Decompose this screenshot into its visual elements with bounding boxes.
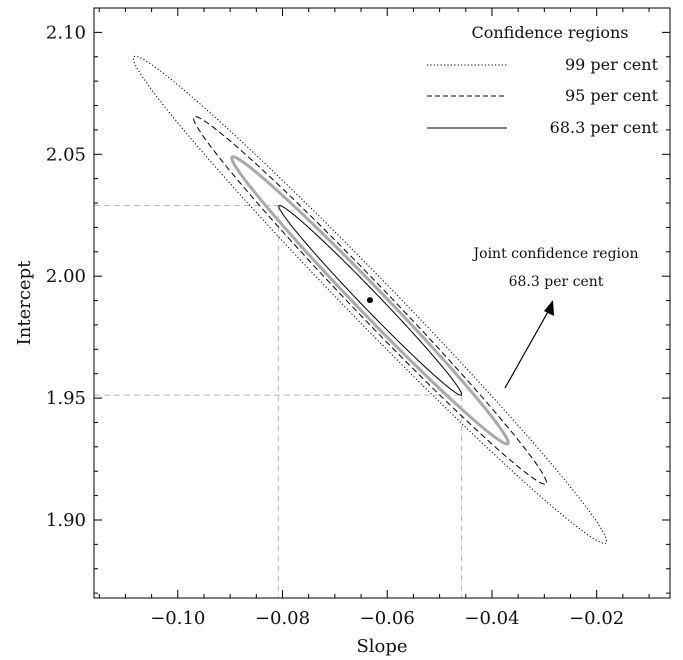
ellipse-95-per-cent	[192, 115, 547, 485]
y-tick-label: 1.95	[46, 388, 86, 409]
x-axis-title: Slope	[356, 636, 407, 657]
joint-region-annotation: Joint confidence region 68.3 per cent	[472, 246, 639, 389]
x-tick-label: −0.08	[255, 608, 310, 629]
y-tick-label: 1.90	[46, 510, 86, 531]
legend-label-99: 99 per cent	[565, 55, 659, 74]
y-tick-label: 2.10	[46, 22, 86, 43]
ellipse-68-3-per-cent	[278, 204, 463, 396]
x-tick-label: −0.04	[464, 608, 519, 629]
best-fit-point	[366, 297, 373, 304]
ellipse-joint-68-3-per-cent	[230, 155, 510, 446]
y-axis-title: Intercept	[14, 260, 35, 345]
ellipse-99-per-cent	[132, 55, 608, 544]
legend: Confidence regions 99 per cent 95 per ce…	[427, 23, 659, 137]
x-tick-label: −0.10	[150, 608, 205, 629]
plot-frame	[93, 7, 671, 599]
legend-label-95: 95 per cent	[565, 86, 659, 105]
projection-lines	[94, 204, 463, 598]
legend-label-68: 68.3 per cent	[550, 118, 659, 137]
legend-title: Confidence regions	[471, 23, 628, 42]
y-tick-label: 2.05	[46, 144, 86, 165]
confidence-ellipses	[132, 55, 608, 544]
annotation-line-1: Joint confidence region	[472, 246, 639, 262]
annotation-arrowhead-icon	[544, 300, 554, 316]
axis-ticks: −0.10 −0.08 −0.06 −0.04 −0.02 1.90 1.95 2.00 2.0…	[46, 7, 670, 629]
y-tick-label: 2.00	[46, 266, 86, 287]
annotation-line-2: 68.3 per cent	[509, 274, 604, 290]
x-tick-label: −0.02	[569, 608, 624, 629]
annotation-arrow	[504, 309, 550, 389]
x-tick-label: −0.06	[360, 608, 415, 629]
